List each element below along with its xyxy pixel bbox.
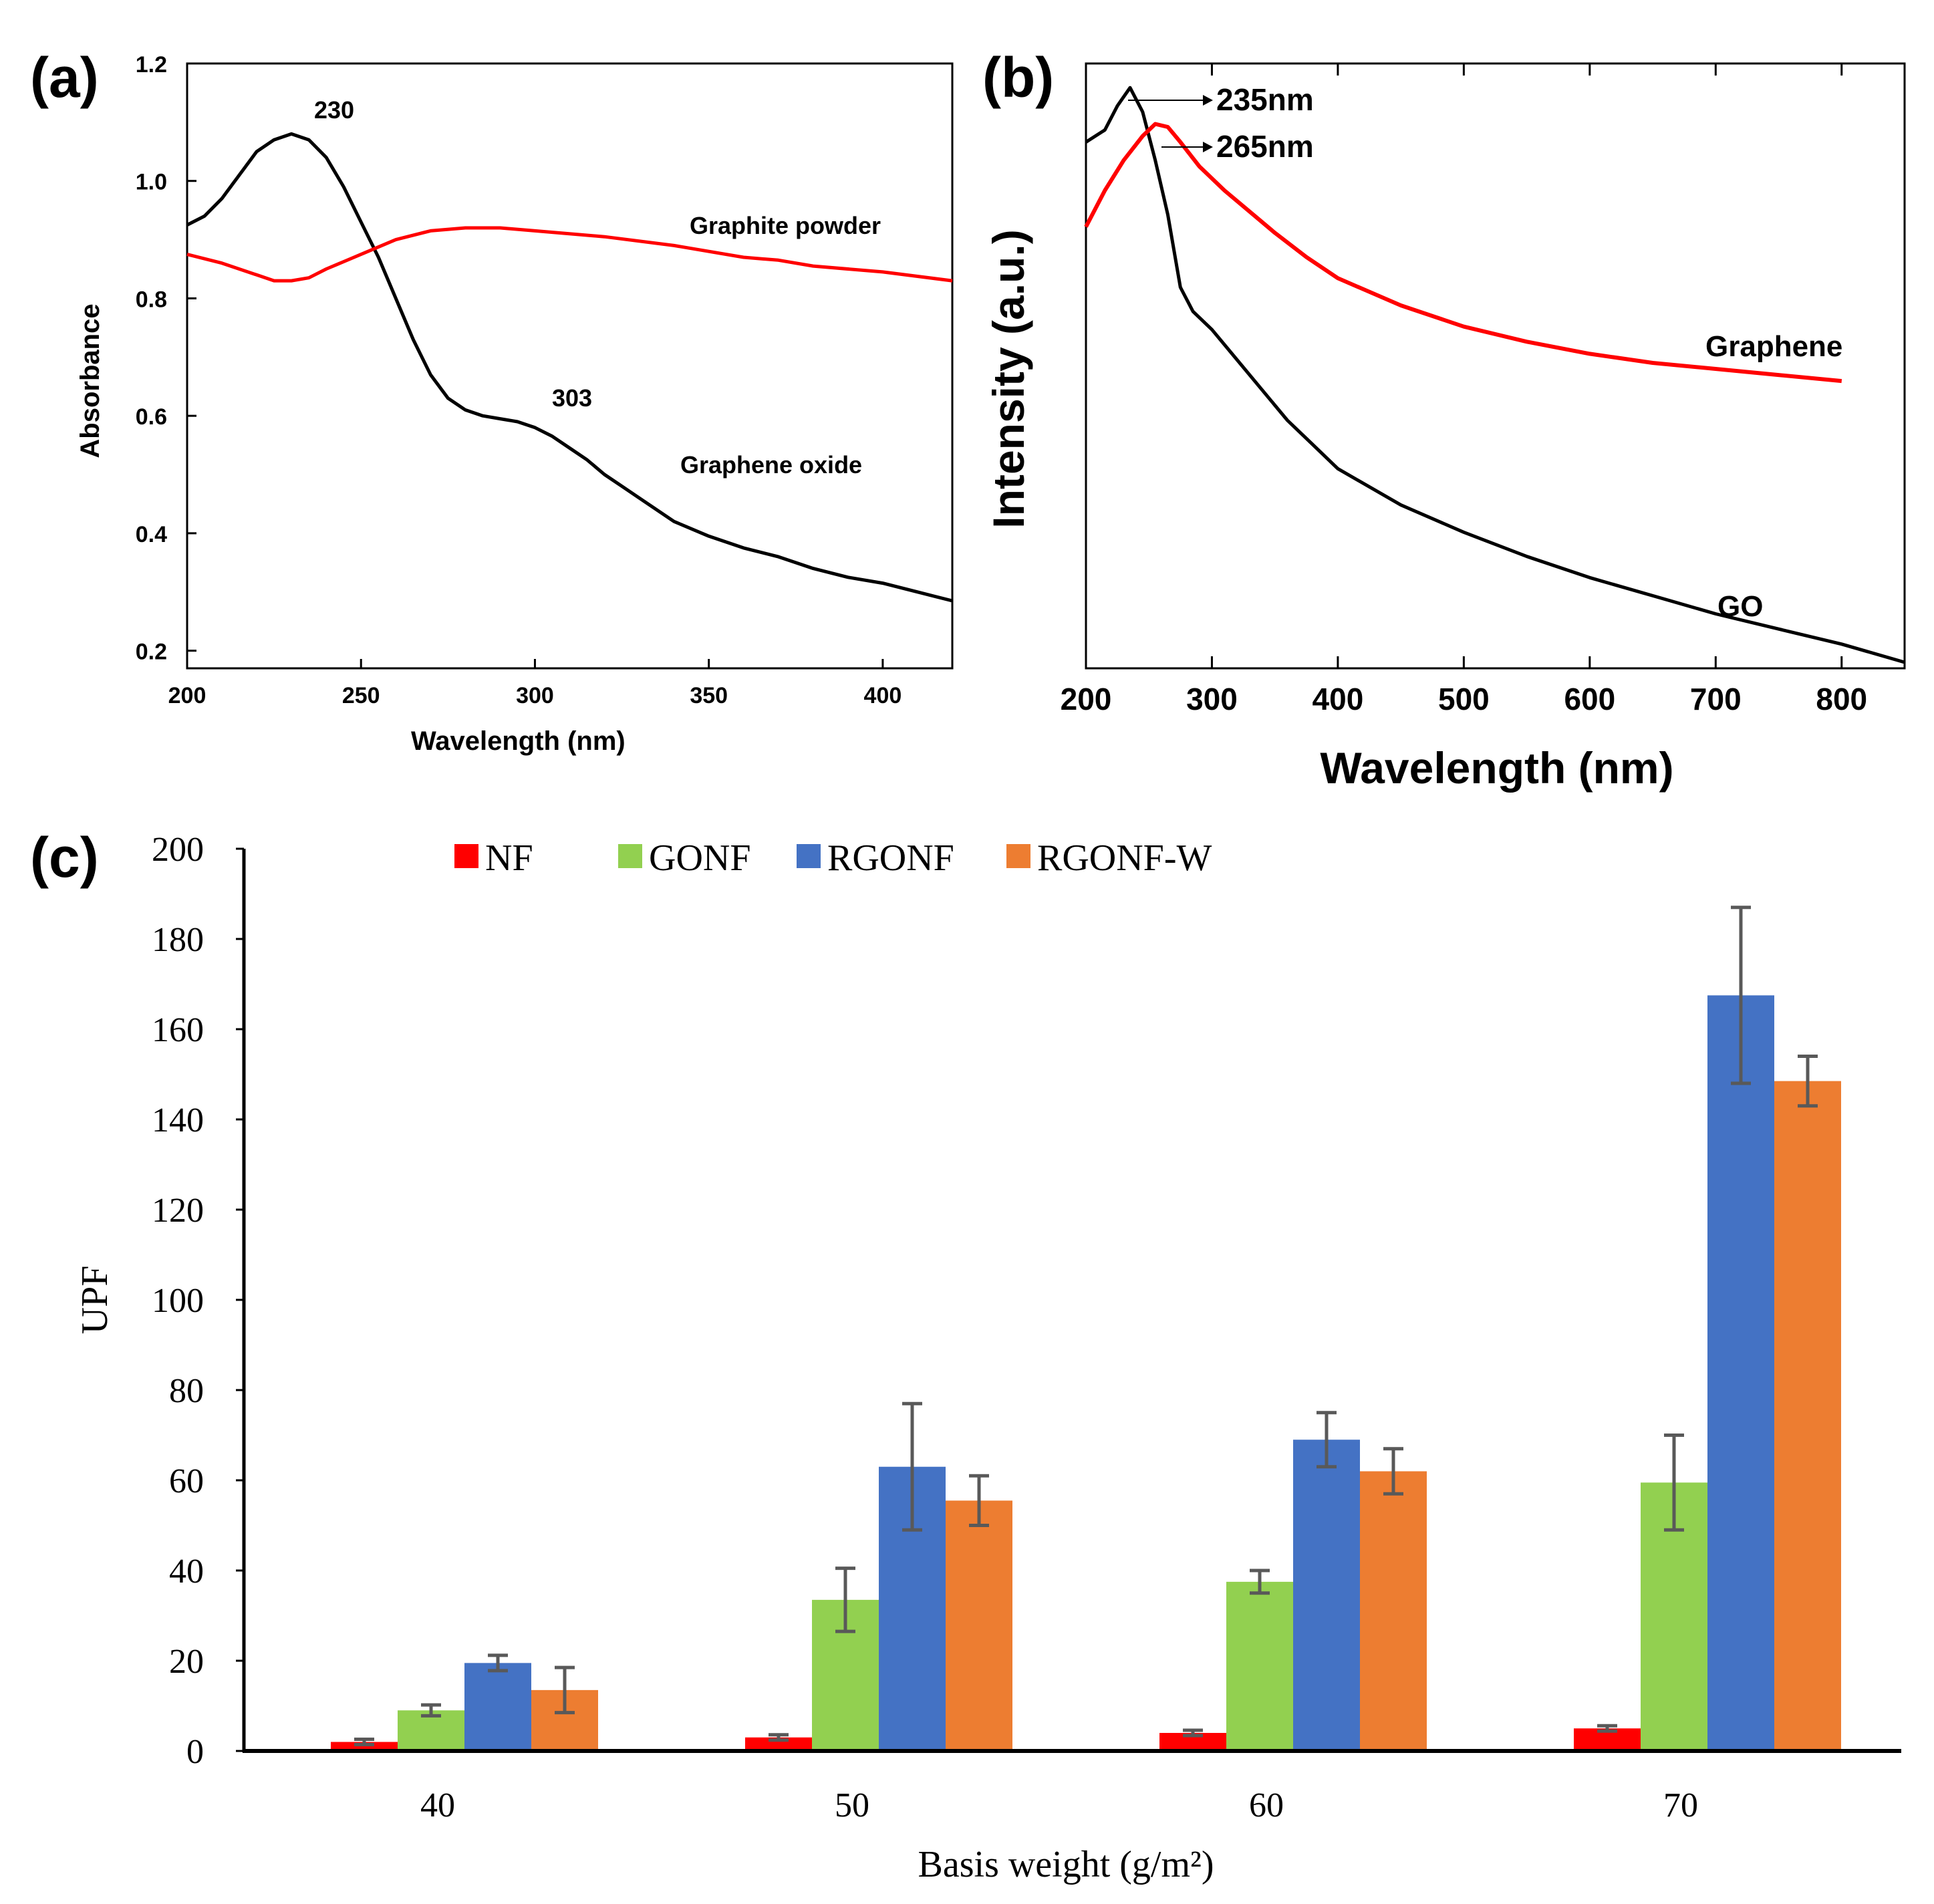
c-ytick-label: 100 — [152, 1282, 204, 1320]
legend-label-rgonf-w: RGONF-W — [1037, 837, 1212, 879]
legend-label-rgonf: RGONF — [827, 837, 954, 879]
c-ytick-label: 0 — [186, 1733, 204, 1771]
panel-c-upf-bar-chart: (c) NF GONF RGONF RGONF-W 0 20 40 60 80 100 120 14… — [30, 826, 1901, 1885]
c-ytick-label: 40 — [169, 1552, 204, 1591]
panel-a-label: (a) — [30, 46, 99, 109]
a-ytick-label: 1.0 — [136, 170, 167, 195]
panel-c-bars — [331, 906, 1841, 1751]
panel-a-y-axis-title: Absorbance — [76, 303, 105, 458]
c-xtick-label: 70 — [1663, 1786, 1698, 1824]
bar-rgonf-60 — [1293, 1440, 1360, 1751]
panel-c-legend: NF GONF RGONF RGONF-W — [454, 837, 1212, 879]
panel-b-x-ticks: 200 300 400 500 600 700 800 — [1061, 63, 1867, 716]
a-ytick-label: 0.2 — [136, 640, 167, 665]
panel-a-x-axis-title: Wavelength (nm) — [411, 726, 626, 756]
c-xtick-label: 60 — [1249, 1786, 1284, 1824]
b-xtick-label: 400 — [1313, 682, 1364, 716]
legend-swatch-gonf — [618, 844, 642, 868]
c-ytick-label: 20 — [169, 1643, 204, 1681]
a-xtick-label: 300 — [516, 683, 554, 708]
panel-b-intensity-chart: (b) 200 300 400 500 600 700 800 235nm 265nm Gr… — [982, 46, 1906, 793]
a-ytick-label: 0.8 — [136, 287, 167, 312]
panel-c-x-ticks: 40 50 60 70 — [420, 1786, 1698, 1824]
bar-rgonf-w-60 — [1360, 1471, 1427, 1751]
panel-a-peak-230-label: 230 — [314, 96, 354, 124]
panel-b-arrowhead-235 — [1203, 95, 1213, 106]
bar-rgonf-70 — [1707, 995, 1774, 1751]
c-ytick-label: 200 — [152, 831, 204, 869]
bar-rgonf-w-50 — [946, 1500, 1012, 1751]
c-ytick-label: 180 — [152, 921, 204, 959]
b-xtick-label: 500 — [1438, 682, 1490, 716]
panel-b-series — [1084, 86, 1905, 664]
bar-gonf-60 — [1226, 1581, 1293, 1751]
c-ytick-label: 60 — [169, 1462, 204, 1500]
a-ytick-label: 0.6 — [136, 404, 167, 430]
panel-a-plot-frame — [186, 62, 954, 670]
panel-a-graphene-oxide-label: Graphene oxide — [680, 451, 862, 479]
bar-nf-40 — [331, 1742, 398, 1751]
b-series-line-graphene — [1084, 122, 1842, 384]
c-xtick-label: 50 — [835, 1786, 869, 1824]
b-series-line-go — [1085, 86, 1905, 664]
b-xtick-label: 300 — [1186, 682, 1238, 716]
c-ytick-label: 80 — [169, 1372, 204, 1410]
a-xtick-label: 400 — [864, 683, 902, 708]
c-ytick-label: 140 — [152, 1101, 204, 1139]
legend-swatch-nf — [454, 844, 478, 868]
panel-c-y-axis-title: UPF — [74, 1266, 116, 1335]
panel-b-go-label: GO — [1717, 590, 1763, 623]
a-xtick-label: 350 — [690, 683, 728, 708]
panel-c-x-axis-title: Basis weight (g/m²) — [918, 1844, 1214, 1885]
panel-c-y-ticks: 0 20 40 60 80 100 120 140 160 180 200 — [152, 831, 244, 1771]
panel-b-peak-235-label: 235nm — [1216, 82, 1314, 117]
bar-nf-50 — [745, 1737, 812, 1751]
c-ytick-label: 120 — [152, 1192, 204, 1230]
panel-b-label: (b) — [982, 46, 1054, 109]
panel-b-x-axis-title: Wavelength (nm) — [1320, 743, 1673, 793]
legend-swatch-rgonf — [797, 844, 821, 868]
a-series-line-graphene-oxide — [186, 132, 953, 603]
legend-label-gonf: GONF — [649, 837, 750, 879]
a-ytick-label: 1.2 — [136, 52, 167, 78]
b-xtick-label: 800 — [1816, 682, 1867, 716]
panel-b-arrowhead-265 — [1203, 142, 1213, 152]
panel-c-label: (c) — [30, 826, 99, 889]
panel-b-y-axis-title: Intensity (a.u.) — [984, 229, 1033, 528]
panel-a-x-ticks: 200 250 300 350 400 — [168, 659, 902, 708]
c-xtick-label: 40 — [420, 1786, 455, 1824]
panel-a-peak-303-label: 303 — [552, 384, 592, 412]
bar-rgonf-40 — [464, 1663, 531, 1751]
bar-rgonf-w-70 — [1774, 1081, 1841, 1751]
b-xtick-label: 200 — [1061, 682, 1112, 716]
c-ytick-label: 160 — [152, 1011, 204, 1049]
panel-a-absorbance-chart: (a) 0.2 0.4 0.6 0.8 1.0 1.2 200 250 300 350 400 2… — [30, 46, 954, 756]
b-xtick-label: 700 — [1690, 682, 1742, 716]
a-xtick-label: 250 — [342, 683, 380, 708]
a-xtick-label: 200 — [168, 683, 206, 708]
a-series-line-graphite-powder — [186, 226, 953, 283]
panel-b-peak-265-label: 265nm — [1216, 129, 1314, 164]
panel-a-y-ticks: 0.2 0.4 0.6 0.8 1.0 1.2 — [136, 52, 196, 665]
a-ytick-label: 0.4 — [136, 522, 167, 547]
panel-b-plot-frame — [1085, 62, 1906, 670]
legend-label-nf: NF — [485, 837, 533, 879]
panel-a-series — [186, 132, 953, 603]
b-xtick-label: 600 — [1564, 682, 1615, 716]
panel-a-graphite-powder-label: Graphite powder — [690, 212, 881, 239]
legend-swatch-rgonf-w — [1006, 844, 1030, 868]
panel-b-graphene-label: Graphene — [1705, 330, 1842, 363]
